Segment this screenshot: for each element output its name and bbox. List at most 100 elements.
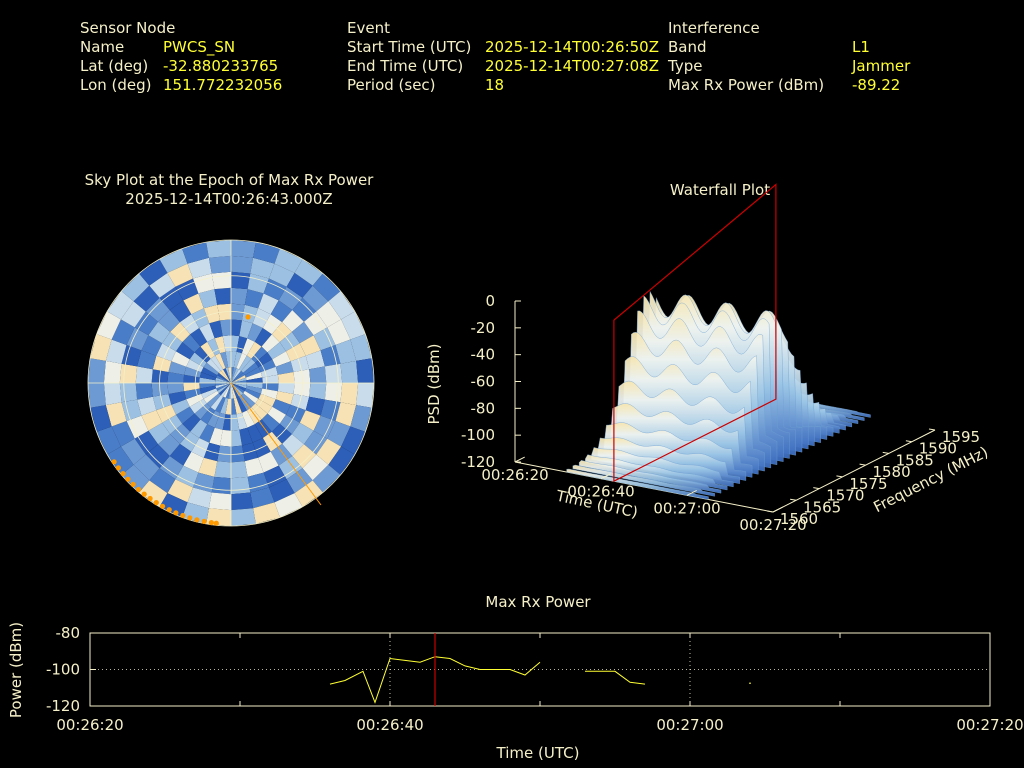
skyplot-cell xyxy=(255,352,273,368)
waterfall-z-tick-label: -60 xyxy=(471,373,496,391)
skyplot-cell xyxy=(214,336,226,354)
skyplot-cell xyxy=(305,350,325,370)
skyplot-title: Sky Plot at the Epoch of Max Rx Power xyxy=(84,171,374,189)
skyplot-cell xyxy=(225,351,231,368)
power-x-tick-label: 00:26:20 xyxy=(56,716,123,734)
skyplot-cell xyxy=(217,383,231,394)
skyplot-cell xyxy=(186,359,204,373)
skyplot-cell xyxy=(279,331,300,352)
waterfall-freq-axis xyxy=(772,429,936,513)
skyplot-cell xyxy=(182,334,201,353)
skyplot-cell xyxy=(350,334,372,361)
sensor-name-value: PWCS_SN xyxy=(163,38,236,56)
interference-type-value: Jammer xyxy=(852,57,911,75)
skyplot-cell xyxy=(215,377,231,383)
skyplot-cell xyxy=(247,472,269,493)
power-x-tick-label: 00:26:40 xyxy=(356,716,423,734)
power-series-line xyxy=(585,670,646,685)
waterfall-time-tick xyxy=(686,489,697,496)
waterfall-z-tick-label: -20 xyxy=(471,319,496,337)
waterfall-title: Waterfall Plot xyxy=(669,181,771,199)
waterfall-z-tick-label: -40 xyxy=(471,346,496,364)
skyplot-cell xyxy=(241,410,255,428)
skyplot-cell xyxy=(88,383,106,408)
satellite-point xyxy=(208,520,214,526)
skyplot-cell xyxy=(208,492,231,511)
skyplot-cell xyxy=(313,327,336,351)
skyplot-cell xyxy=(218,370,231,383)
skyplot-cell xyxy=(149,272,176,298)
skyplot-cell xyxy=(335,402,357,427)
skyplot-cell xyxy=(286,468,313,494)
skyplot-cell xyxy=(103,360,122,383)
skyplot-cell xyxy=(145,444,170,469)
skyplot-cell xyxy=(210,395,224,411)
skyplot-cell xyxy=(107,446,134,475)
waterfall-marker-plane xyxy=(613,183,777,483)
skyplot-cell xyxy=(214,287,231,305)
skyplot-cell xyxy=(137,396,157,416)
skyplot-cell xyxy=(207,410,221,428)
skyplot-cell xyxy=(341,311,366,340)
skyplot-cell xyxy=(134,430,158,455)
event-period-label: Period (sec) xyxy=(347,76,436,94)
skyplot-cell xyxy=(244,457,264,477)
satellite-point xyxy=(135,486,142,492)
skyplot-cell xyxy=(218,383,231,396)
skyplot-cell xyxy=(316,438,342,465)
skyplot-cell xyxy=(220,397,229,415)
waterfall-freq-tick-label: 1575 xyxy=(849,475,887,493)
skyplot-cell xyxy=(299,335,321,356)
skyplot-cell xyxy=(294,480,323,507)
skyplot-cell xyxy=(168,361,187,375)
skyplot-cell xyxy=(141,410,163,431)
skyplot-cell xyxy=(239,320,253,339)
skyplot-cell xyxy=(231,383,247,386)
skyplot-cell xyxy=(96,426,121,455)
skyplot-cell xyxy=(187,487,212,509)
skyplot-cell xyxy=(231,383,237,399)
skyplot-cell xyxy=(245,385,263,394)
skyplot-cell xyxy=(88,358,106,383)
sensor-lon-value: 151.772232056 xyxy=(163,76,283,94)
waterfall-freq-tick xyxy=(905,440,912,443)
skyplot-cell xyxy=(183,293,204,315)
skyplot-cell xyxy=(247,323,263,342)
skyplot-chart xyxy=(87,239,375,527)
skyplot-cell xyxy=(282,434,304,456)
skyplot-cell xyxy=(243,390,259,404)
satellite-track xyxy=(230,382,322,506)
satellite-point xyxy=(153,500,159,506)
skyplot-cell xyxy=(231,369,242,383)
event-heading: Event xyxy=(347,19,390,37)
skyplot-cell xyxy=(170,322,191,343)
power-x-tick-label: 00:27:20 xyxy=(956,716,1023,734)
skyplot-cell xyxy=(356,383,374,408)
skyplot-cell xyxy=(209,427,223,446)
waterfall-freq-tick-label: 1590 xyxy=(919,440,957,458)
waterfall-freq-tick-label: 1585 xyxy=(896,451,934,469)
skyplot-cell xyxy=(220,351,229,369)
skyplot-cell xyxy=(158,434,180,456)
satellite-point xyxy=(115,465,121,471)
skyplot-cell xyxy=(294,259,323,286)
skyplot-cell xyxy=(269,263,295,287)
waterfall-strip xyxy=(585,454,728,491)
sensor-lon-label: Lon (deg) xyxy=(80,76,152,94)
satellite-point xyxy=(201,518,207,524)
event-start-value: 2025-12-14T00:26:50Z xyxy=(485,38,659,56)
skyplot-cell xyxy=(200,341,216,359)
skyplot-cell xyxy=(335,339,357,364)
interference-power-value: -89.22 xyxy=(852,76,901,94)
skyplot-cell xyxy=(253,242,280,264)
skyplot-cell xyxy=(176,342,195,360)
skyplot-cell xyxy=(312,464,341,493)
skyplot-cell xyxy=(260,366,278,378)
skyplot-cell xyxy=(231,319,242,337)
satellite-point xyxy=(111,459,117,465)
skyplot-cell xyxy=(105,339,127,364)
skyplot-cell xyxy=(316,301,342,328)
skyplot-cell xyxy=(231,429,242,447)
skyplot-cell xyxy=(167,479,193,503)
skyplot-cell xyxy=(193,472,215,493)
